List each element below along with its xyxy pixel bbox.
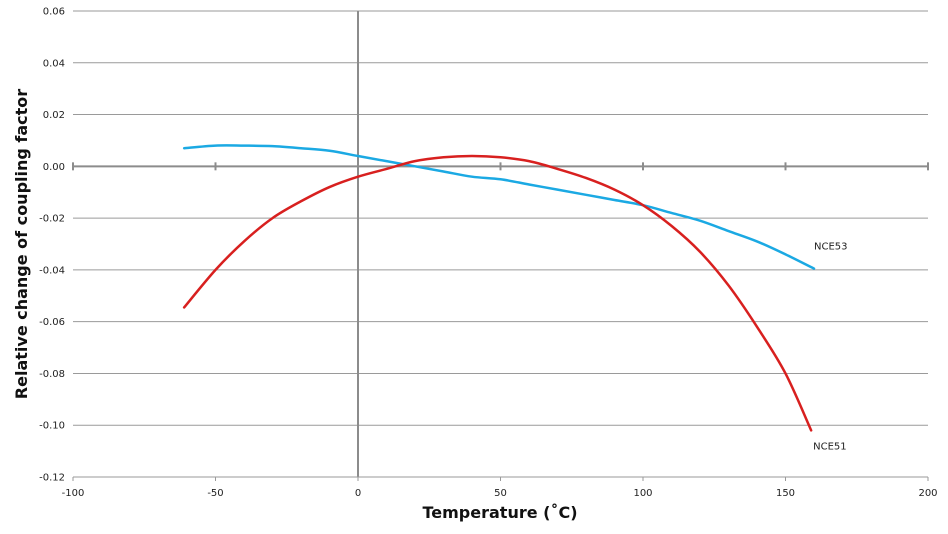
x-tick-label: -100 (62, 488, 85, 499)
x-tick-label: 200 (918, 488, 937, 499)
y-tick-label: -0.12 (39, 473, 65, 484)
y-tick-label: 0.04 (43, 58, 65, 69)
series-label-nce53: NCE53 (814, 242, 848, 253)
y-tick-label: -0.04 (39, 265, 65, 276)
y-tick-label: 0.06 (43, 7, 65, 18)
y-tick-label: -0.10 (39, 421, 65, 432)
series-line-nce51 (182, 154, 813, 432)
y-axis-title: Relative change of coupling factor (12, 89, 31, 399)
x-tick-label: 100 (633, 488, 652, 499)
y-tick-label: -0.02 (39, 214, 65, 225)
x-tick-label: 0 (355, 488, 361, 499)
y-tick-label: -0.06 (39, 317, 65, 328)
x-tick-label: 150 (776, 488, 795, 499)
series-line-nce53 (182, 144, 816, 270)
series-label-nce51: NCE51 (813, 441, 847, 452)
y-tick-label: 0.02 (43, 110, 65, 121)
x-axis-title: Temperature (˚C) (422, 503, 577, 522)
y-tick-label: 0.00 (43, 162, 65, 173)
axes-layer (72, 11, 929, 481)
y-tick-label: -0.08 (39, 369, 65, 380)
x-tick-label: 50 (494, 488, 507, 499)
series-layer (182, 144, 816, 432)
x-tick-label: -50 (207, 488, 223, 499)
labels-layer: 0.06 0.04 0.02 0.00 -0.02 -0.04 -0.06 -0.08 -0.1… (39, 7, 937, 500)
